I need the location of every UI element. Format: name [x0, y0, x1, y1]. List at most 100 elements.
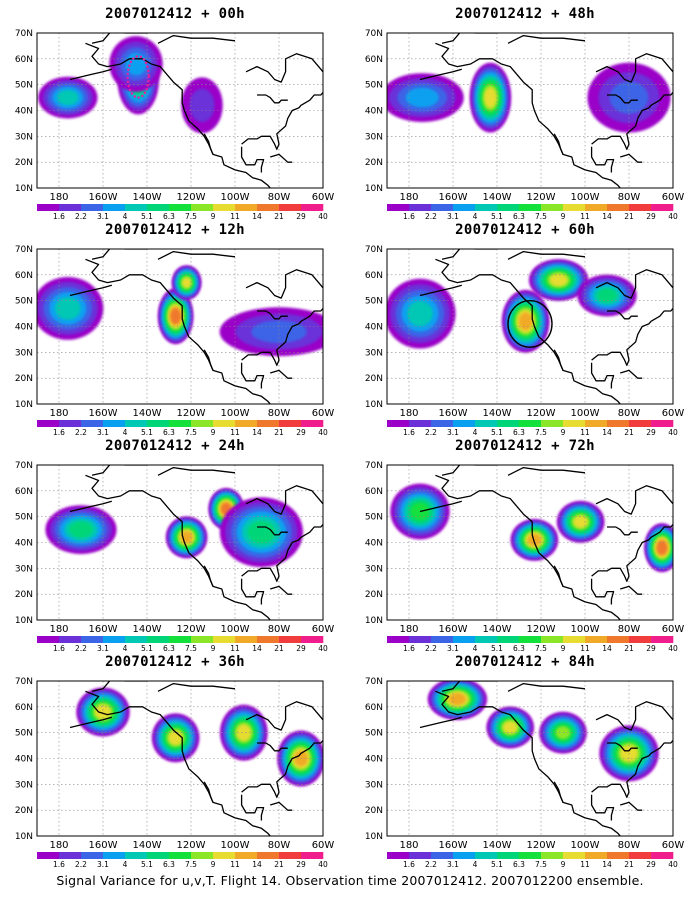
- colorbar-label: 3.1: [97, 644, 109, 653]
- colorbar-label: 5.1: [141, 644, 153, 653]
- colorbar-label: 40: [668, 644, 678, 653]
- colorbar-swatch: [191, 420, 214, 427]
- coastline: [85, 258, 272, 404]
- lon-tick-label: 80W: [268, 840, 291, 851]
- lon-tick-label: 180: [49, 408, 68, 419]
- colorbar-label: 3.1: [447, 644, 459, 653]
- colorbar-label: 3.1: [97, 212, 109, 221]
- colorbar-label: 1.6: [53, 644, 65, 653]
- colorbar-label: 40: [668, 428, 678, 437]
- lat-tick-label: 50N: [365, 513, 383, 523]
- colorbar-swatch: [431, 420, 454, 427]
- panel-title: 2007012412 + 48h: [455, 6, 595, 22]
- colorbar-label: 1.6: [53, 212, 65, 221]
- colorbar-swatch: [257, 204, 280, 211]
- colorbar-label: 2.2: [425, 644, 437, 653]
- lon-tick-label: 120W: [177, 408, 206, 419]
- panel-title: 2007012412 + 12h: [105, 222, 245, 238]
- colorbar-swatch: [541, 852, 564, 859]
- lon-tick-label: 60W: [312, 840, 335, 851]
- lat-tick-label: 40N: [365, 107, 383, 117]
- coastline: [241, 307, 323, 366]
- map-panel-24h: 2007012412 + 24h 10N 20N 30N 40N 50N 60N 70N 180…: [5, 434, 345, 653]
- colorbar-swatch: [409, 420, 432, 427]
- coastline: [203, 565, 214, 587]
- lat-tick-label: 50N: [365, 297, 383, 307]
- coastline: [507, 250, 586, 260]
- lat-tick-label: 30N: [15, 348, 33, 358]
- lon-tick-label: 140W: [483, 192, 512, 203]
- coastline: [419, 284, 462, 297]
- colorbar-label: 3.1: [97, 428, 109, 437]
- colorbar-swatch: [125, 636, 148, 643]
- colorbar-label: 11: [580, 428, 590, 437]
- colorbar-label: 14: [252, 428, 262, 437]
- lat-tick-label: 60N: [365, 271, 383, 281]
- colorbar: [37, 852, 324, 859]
- colorbar-label: 4: [473, 428, 478, 437]
- colorbar-swatch: [475, 636, 498, 643]
- coastlines: [419, 465, 673, 620]
- coastline: [245, 269, 323, 299]
- colorbar-label: 6.3: [163, 428, 175, 437]
- colorbar-swatch: [651, 852, 674, 859]
- colorbar-swatch: [213, 420, 236, 427]
- map-plot: 10N 20N 30N 40N 50N 60N 70N 180 160W 140W 120W 100W…: [365, 245, 685, 437]
- colorbar-label: 4: [123, 428, 128, 437]
- panel-grid: 2007012412 + 00h 10N 20N 30N 40N 50N 60N 70N 180…: [5, 2, 695, 869]
- colorbar-label: 40: [318, 212, 328, 221]
- coastline: [591, 91, 673, 150]
- colorbar-swatch: [213, 636, 236, 643]
- colorbar-swatch: [629, 420, 652, 427]
- map-panel-84h: 2007012412 + 84h 10N 20N 30N 40N 50N 60N 70N 180…: [355, 650, 695, 869]
- lat-tick-label: 70N: [365, 29, 383, 39]
- coastline: [245, 701, 323, 731]
- lat-tick-label: 50N: [365, 729, 383, 739]
- lon-tick-label: 80W: [618, 192, 641, 203]
- colorbar-swatch: [541, 420, 564, 427]
- colorbar-label: 29: [296, 428, 306, 437]
- colorbar-swatch: [257, 420, 280, 427]
- map-plot: 10N 20N 30N 40N 50N 60N 70N 180 160W 140W 120W 100W…: [15, 29, 335, 221]
- map-panel-48h: 2007012412 + 48h 10N 20N 30N 40N 50N 60N 70N 180…: [355, 2, 695, 221]
- colorbar-label: 6.3: [513, 644, 525, 653]
- colorbar-label: 40: [318, 428, 328, 437]
- colorbar-label: 7.5: [185, 860, 197, 869]
- colorbar-swatch: [103, 852, 126, 859]
- variance-contour: [657, 541, 667, 555]
- colorbar-label: 7.5: [535, 428, 547, 437]
- coastline: [157, 34, 236, 44]
- variance-contour: [405, 87, 439, 108]
- lon-tick-label: 80W: [268, 408, 291, 419]
- coastline: [91, 249, 147, 260]
- coastline: [203, 133, 214, 155]
- coastline: [241, 739, 323, 798]
- colorbar-label: 21: [274, 860, 284, 869]
- colorbar-swatch: [147, 420, 170, 427]
- lon-tick-label: 160W: [89, 840, 118, 851]
- graticule: [37, 33, 323, 188]
- graticule: [387, 33, 673, 188]
- colorbar-swatch: [497, 204, 520, 211]
- colorbar-label: 5.1: [141, 428, 153, 437]
- lat-tick-label: 20N: [15, 806, 33, 816]
- colorbar-swatch: [409, 636, 432, 643]
- colorbar-label: 7.5: [535, 644, 547, 653]
- colorbar-swatch: [125, 420, 148, 427]
- colorbar-swatch: [607, 204, 630, 211]
- lon-tick-label: 100W: [571, 192, 600, 203]
- verification-region-marker: [126, 55, 150, 99]
- coastline: [240, 146, 265, 173]
- colorbar-swatch: [169, 852, 192, 859]
- lat-tick-label: 10N: [365, 400, 383, 410]
- coastline: [507, 466, 586, 476]
- colorbar-swatch: [147, 852, 170, 859]
- lat-tick-label: 10N: [365, 616, 383, 626]
- colorbar-label: 2.2: [425, 212, 437, 221]
- coastline: [620, 585, 643, 595]
- colorbar-label: 40: [318, 860, 328, 869]
- colorbar-swatch: [169, 636, 192, 643]
- lon-tick-label: 100W: [221, 840, 250, 851]
- lon-tick-label: 100W: [221, 624, 250, 635]
- map-frame: [36, 680, 324, 837]
